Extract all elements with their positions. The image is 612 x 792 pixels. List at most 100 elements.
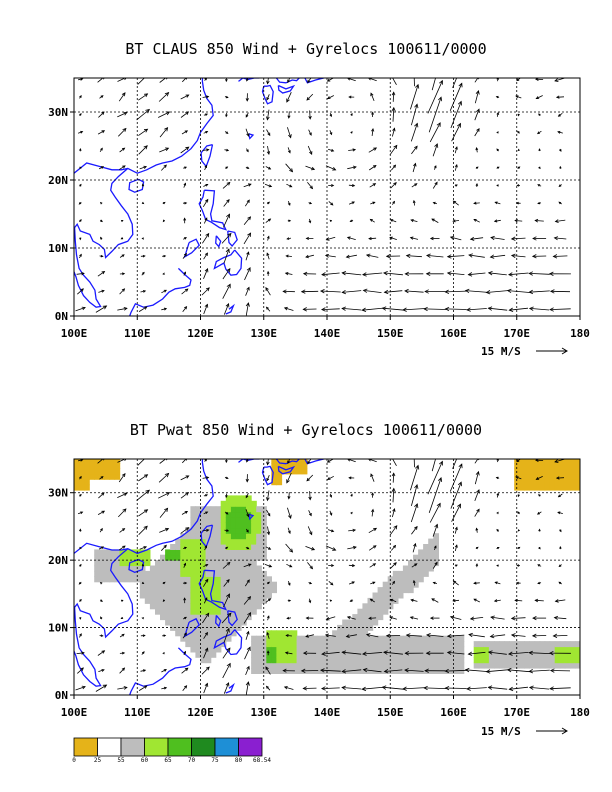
pwat-cell <box>79 479 85 486</box>
wind-vector <box>159 127 168 138</box>
wind-vector <box>447 652 465 655</box>
pwat-cell <box>210 619 217 626</box>
wind-vector-head <box>79 237 82 241</box>
pwat-cell <box>433 533 439 540</box>
wind-vector-head <box>265 666 269 671</box>
wind-vector <box>267 78 269 84</box>
pwat-cell <box>200 533 207 540</box>
pwat-cell <box>215 527 222 534</box>
pwat-cell <box>149 581 156 588</box>
wind-vector <box>288 492 290 499</box>
wind-vector-head <box>185 527 190 531</box>
pwat-cell <box>352 614 358 621</box>
pwat-cell <box>453 651 460 658</box>
wind-vector-head <box>383 650 388 655</box>
wind-vector-head <box>536 511 540 515</box>
pwat-cell <box>241 608 247 615</box>
pwat-cell <box>397 646 404 653</box>
pwat-cell <box>301 463 308 469</box>
pwat-cell <box>230 560 237 567</box>
pwat-cell <box>230 597 237 604</box>
wind-vector <box>306 474 314 482</box>
pwat-cell <box>276 635 283 642</box>
pwat-cell <box>241 576 247 583</box>
wind-vector-head <box>165 111 171 116</box>
wind-vector-head <box>121 288 126 292</box>
wind-vector <box>555 599 566 602</box>
pwat-cell <box>241 527 247 534</box>
y-tick-label: 20N <box>48 554 68 567</box>
pwat-cell <box>387 635 394 642</box>
pwat-cell <box>144 592 151 599</box>
wind-vector-head <box>204 682 209 687</box>
wind-vector-head <box>327 476 331 480</box>
pwat-cell <box>251 662 257 669</box>
pwat-cell <box>160 587 166 594</box>
pwat-cell <box>291 662 298 669</box>
wind-vector <box>363 290 382 293</box>
pwat-cell <box>357 662 364 669</box>
wind-vector <box>159 147 169 153</box>
pwat-cell <box>377 608 384 615</box>
wind-vector-head <box>79 475 82 479</box>
wind-vector-head <box>247 563 252 567</box>
wind-vector <box>348 184 355 187</box>
wind-vector-head <box>245 114 249 118</box>
wind-vector-head <box>204 545 208 549</box>
wind-vector-head <box>307 79 311 84</box>
wind-vector-head <box>123 686 128 690</box>
pwat-cell <box>392 641 399 648</box>
pwat-cell <box>367 657 374 664</box>
pwat-cell <box>220 587 227 594</box>
wind-vector <box>429 122 441 143</box>
pwat-cell <box>190 619 197 626</box>
pwat-cell <box>408 581 414 588</box>
pwat-cell <box>210 506 217 513</box>
pwat-cell <box>352 668 358 674</box>
wind-vector-head <box>473 201 477 205</box>
pwat-cell <box>554 484 561 491</box>
pwat-cell <box>230 630 237 637</box>
pwat-cell <box>443 662 450 669</box>
wind-vector-head <box>361 686 367 692</box>
pwat-cell <box>539 479 546 486</box>
pwat-cell <box>180 608 186 615</box>
wind-vector-head <box>370 473 374 478</box>
pwat-cell <box>544 651 551 658</box>
wind-vector <box>243 563 252 568</box>
pwat-cell <box>251 511 257 518</box>
pwat-cell <box>448 635 455 642</box>
wind-vector <box>428 97 442 133</box>
pwat-cell <box>210 630 217 637</box>
wind-vector-head <box>429 616 434 620</box>
pwat-cell <box>109 576 116 583</box>
wind-vector-head <box>204 198 209 203</box>
wind-vector-head <box>225 627 230 633</box>
wind-vector-head <box>549 289 555 294</box>
pwat-cell <box>84 484 90 491</box>
pwat-cell <box>428 565 434 572</box>
wind-vector-head <box>496 184 499 187</box>
pwat-cell <box>205 624 212 631</box>
pwat-cell <box>241 570 247 577</box>
pwat-cell <box>311 635 318 642</box>
pwat-cell <box>382 651 389 658</box>
wind-vector <box>392 488 395 503</box>
wind-vector-head <box>267 598 272 602</box>
pwat-cell <box>200 565 207 572</box>
wind-vector-head <box>341 669 347 674</box>
pwat-cell <box>423 554 429 561</box>
wind-vector-head <box>415 83 420 89</box>
wind-vector <box>347 616 356 620</box>
wind-vector-head <box>245 495 249 499</box>
pwat-cell <box>210 538 217 545</box>
pwat-cell <box>200 657 207 664</box>
pwat-cell <box>281 468 288 475</box>
wind-vector-head <box>415 464 420 470</box>
wind-vector <box>161 545 167 551</box>
pwat-cell <box>246 495 252 502</box>
wind-vector <box>223 593 230 608</box>
wind-vector-head <box>496 148 499 152</box>
x-tick-label: 130E <box>251 327 278 340</box>
pwat-cell <box>261 527 267 534</box>
